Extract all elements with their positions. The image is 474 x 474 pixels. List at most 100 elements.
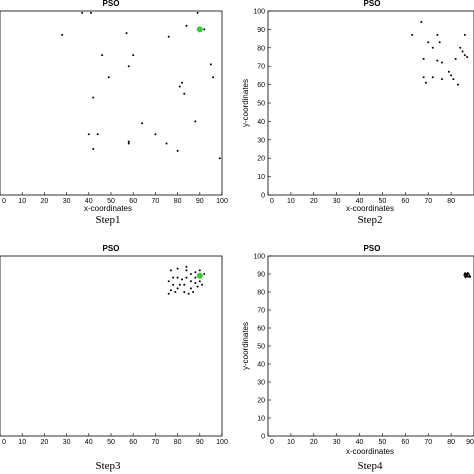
step-caption: Step2 (357, 214, 382, 226)
x-tick-label: 70 (152, 198, 160, 205)
y-tick-label: 90 (257, 272, 265, 279)
x-axis-label: x-coordinates (346, 204, 394, 213)
particle-point (96, 133, 99, 136)
panel-title: PSO (364, 0, 381, 8)
particle-point (172, 283, 175, 286)
x-tick-label: 20 (41, 439, 49, 446)
particle-point (154, 133, 157, 136)
x-axis-label: x-coordinates (346, 447, 394, 456)
particle-point (176, 276, 179, 279)
panel-step1: PSO 0 10 20 30 40 50 60 70 80 90 100 x-coordinates… (0, 0, 228, 226)
particle-point (185, 276, 188, 279)
particle-point (176, 267, 179, 270)
particle-point (194, 276, 197, 279)
x-tick-label: 40 (85, 198, 93, 205)
particle-point (169, 289, 172, 292)
particle-point (187, 292, 190, 295)
particle-point (87, 133, 90, 136)
particle-point (185, 24, 188, 27)
particle-point (203, 273, 206, 275)
y-tick-label: 20 (257, 398, 265, 405)
particle-point (465, 275, 468, 278)
particle-point (189, 287, 192, 290)
particle-point (431, 76, 434, 79)
x-axis-ticks: 0 10 20 30 40 50 60 70 80 90 100 (0, 433, 228, 446)
particle-point (125, 32, 128, 35)
particle-point (183, 291, 186, 293)
particle-point (127, 142, 130, 145)
x-tick-label: 0 (270, 198, 274, 205)
particle-point (194, 271, 197, 274)
y-tick-label: 90 (257, 27, 265, 34)
particle-point (198, 280, 201, 283)
y-tick-label: 60 (257, 326, 265, 333)
particle-point (92, 96, 95, 99)
x-tick-label: 20 (310, 198, 318, 205)
x-tick-label: 0 (270, 439, 274, 446)
particle-point (196, 285, 199, 288)
best-particle-point (196, 26, 203, 33)
x-tick-label: 70 (424, 198, 432, 205)
particle-point (422, 57, 425, 60)
plot-frame (267, 10, 474, 196)
particle-point (218, 157, 221, 160)
particle-point (165, 142, 168, 145)
x-tick-label: 90 (466, 439, 474, 446)
x-tick-label: 80 (447, 198, 455, 205)
particle-point (90, 11, 93, 14)
particle-point (181, 81, 184, 84)
y-tick-label: 50 (257, 344, 265, 351)
x-tick-label: 90 (196, 198, 204, 205)
particle-point (107, 76, 110, 79)
y-tick-label: 30 (257, 137, 265, 144)
y-tick-label: 30 (257, 380, 265, 387)
x-tick-label: 80 (174, 198, 182, 205)
panel-step3: PSO 0 10 20 30 40 50 60 70 80 90 100 Step3 (0, 244, 228, 472)
y-tick-label: 100 (253, 254, 265, 261)
x-tick-label: 60 (129, 198, 137, 205)
x-axis-ticks: 0 10 20 30 40 50 60 70 80 (267, 192, 455, 205)
panel-step4: PSO 0 10 20 30 40 50 60 70 80 90 0 10 20 30 40 50 60 70 8… (241, 244, 474, 472)
particle-point (178, 85, 181, 88)
particle-point (436, 33, 439, 36)
panel-title: PSO (103, 244, 120, 253)
y-tick-label: 50 (257, 101, 265, 108)
y-tick-label: 70 (257, 308, 265, 315)
y-tick-label: 100 (253, 9, 265, 16)
x-tick-label: 10 (287, 439, 295, 446)
x-tick-label: 20 (41, 198, 49, 205)
x-tick-label: 70 (424, 439, 432, 446)
particle-point (61, 33, 64, 36)
particle-point (209, 63, 212, 66)
particle-point (438, 41, 441, 44)
y-axis-ticks: 0 10 20 30 40 50 60 70 80 90 100 (253, 254, 271, 441)
particle-point (172, 276, 175, 279)
plot-frame (0, 255, 223, 437)
particle-point (127, 65, 130, 68)
particle-point (183, 92, 186, 95)
x-tick-label: 80 (174, 439, 182, 446)
x-tick-label: 40 (85, 439, 93, 446)
y-tick-label: 0 (261, 434, 265, 441)
particle-point (424, 81, 427, 84)
x-axis-ticks: 0 10 20 30 40 50 60 70 80 90 100 (0, 192, 228, 205)
x-tick-label: 50 (379, 439, 387, 446)
x-tick-label: 30 (63, 198, 71, 205)
x-tick-label: 50 (379, 198, 387, 205)
x-tick-label: 60 (129, 439, 137, 446)
y-axis-ticks: 0 10 20 30 40 50 60 70 80 90 100 (253, 9, 271, 200)
panel-step2: PSO 0 10 20 30 40 50 60 70 80 0 10 20 30 40 50 60 70 80 9… (241, 0, 474, 226)
particle-point (454, 57, 457, 60)
x-tick-label: 90 (196, 439, 204, 446)
plot-frame (0, 10, 223, 196)
x-tick-label: 40 (356, 439, 364, 446)
particle-point (192, 291, 195, 293)
y-tick-label: 40 (257, 119, 265, 126)
y-axis-label: y-coordinates (241, 79, 250, 127)
particle-point (461, 50, 464, 53)
y-tick-label: 10 (257, 174, 265, 181)
particle-point (411, 33, 414, 36)
particle-point (174, 291, 177, 293)
x-tick-label: 60 (401, 198, 409, 205)
